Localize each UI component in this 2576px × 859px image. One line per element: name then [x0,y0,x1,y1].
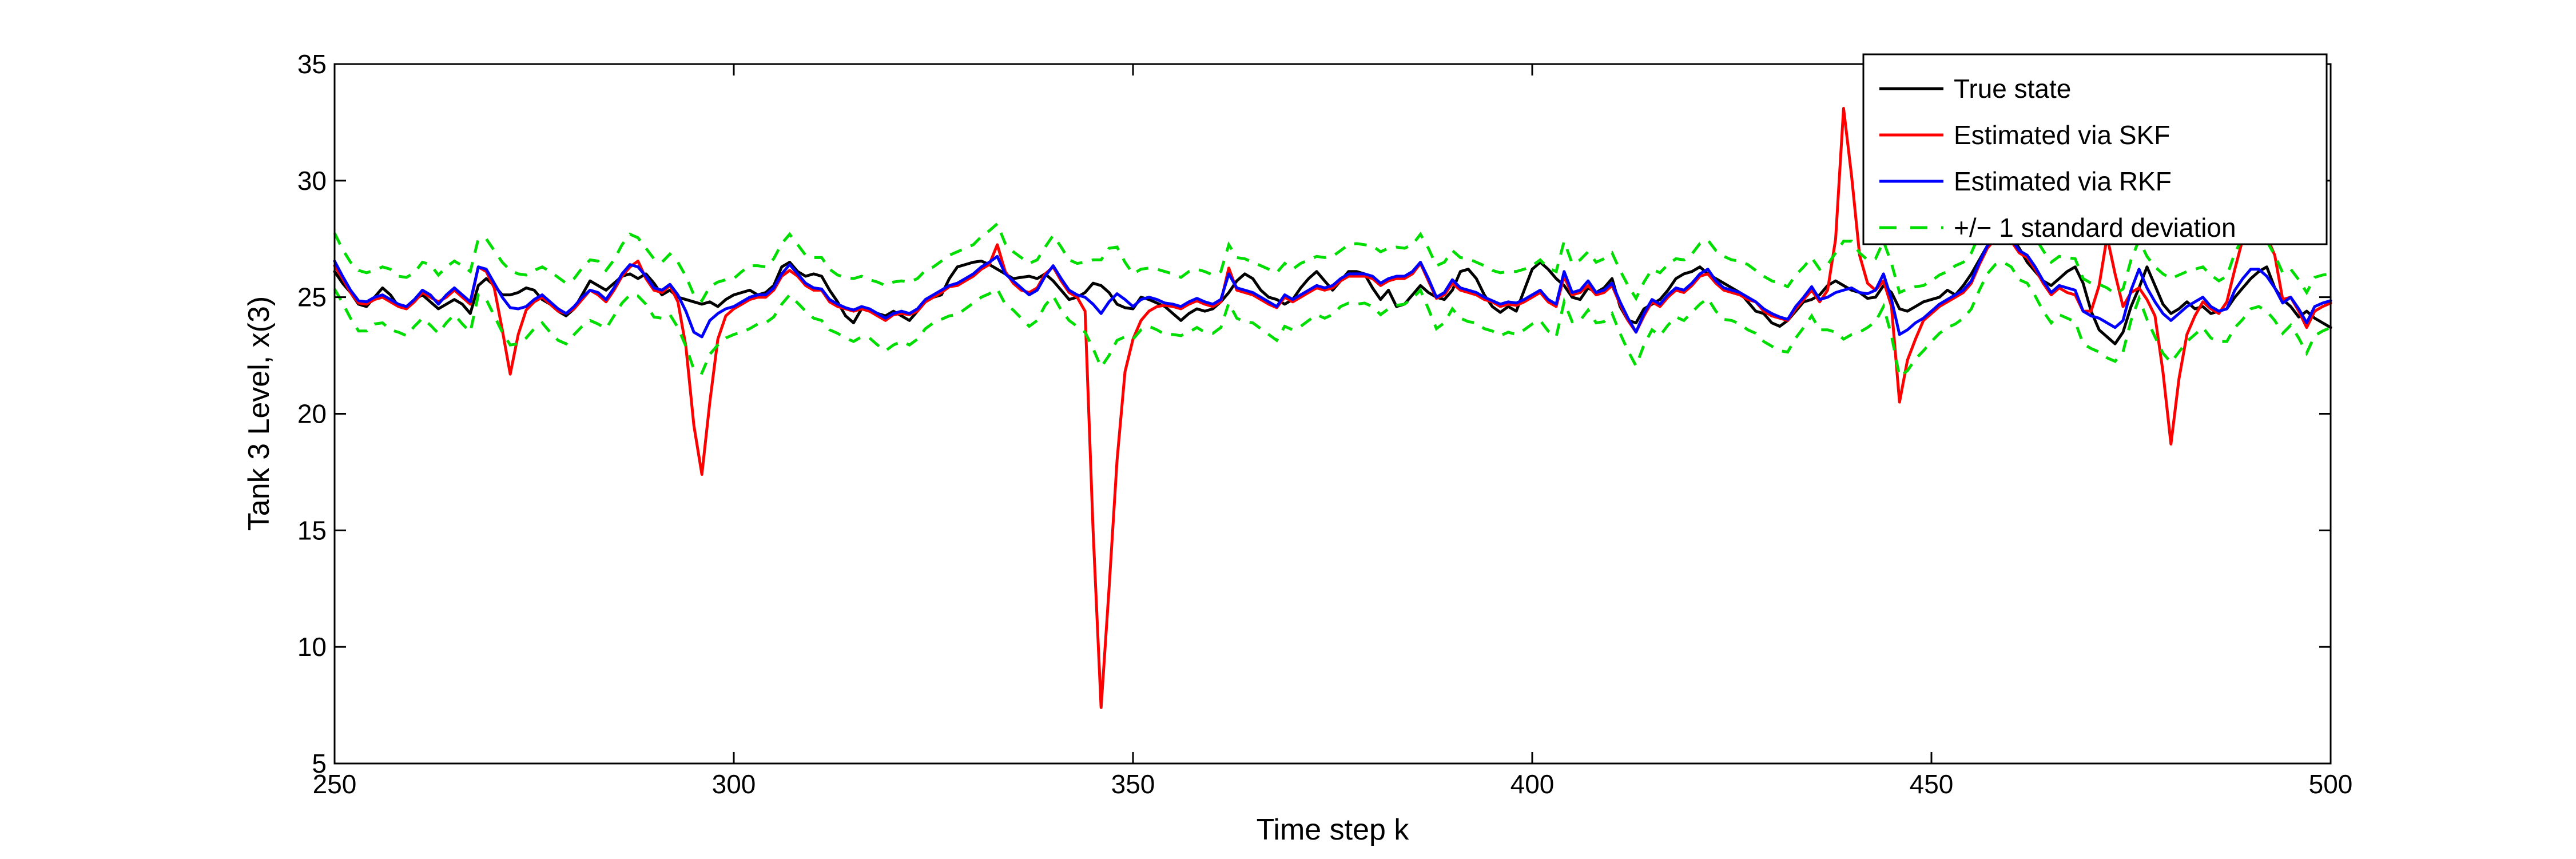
legend-item--1-standard-deviation: +/− 1 standard deviation [1879,213,2236,242]
y-axis-label: Tank 3 Level, x(3) [243,296,276,531]
x-tick-label: 300 [712,769,756,799]
y-tick-label: 15 [297,515,327,545]
y-tick-label: 20 [297,399,327,429]
legend-label: Estimated via RKF [1954,166,2172,196]
legend-label: Estimated via SKF [1954,120,2170,150]
legend: True state Estimated via SKF Estimated via… [1862,53,2328,245]
legend-box [1862,53,2328,245]
legend-item-true-state: True state [1879,74,2071,104]
legend-item-estimated-via-skf: Estimated via SKF [1879,120,2170,150]
x-axis-label: Time step k [1257,813,1410,846]
x-tick-label: 350 [1111,769,1155,799]
y-tick-label: 35 [297,49,327,79]
y-tick-label: 10 [297,632,327,662]
x-tick-label: 400 [1510,769,1555,799]
y-tick-label: 5 [312,749,327,778]
legend-label: True state [1954,74,2071,104]
y-tick-label: 30 [297,166,327,196]
legend-item-estimated-via-rkf: Estimated via RKF [1879,166,2172,196]
y-tick-label: 25 [297,283,327,312]
x-tick-label: 450 [1910,769,1954,799]
legend-label: +/− 1 standard deviation [1954,213,2236,242]
x-tick-label: 500 [2309,769,2353,799]
tick-labels: 250 300 350 400 450 500 5 10 15 20 25 30 35 [297,49,2353,799]
x-tick-label: 250 [313,769,357,799]
